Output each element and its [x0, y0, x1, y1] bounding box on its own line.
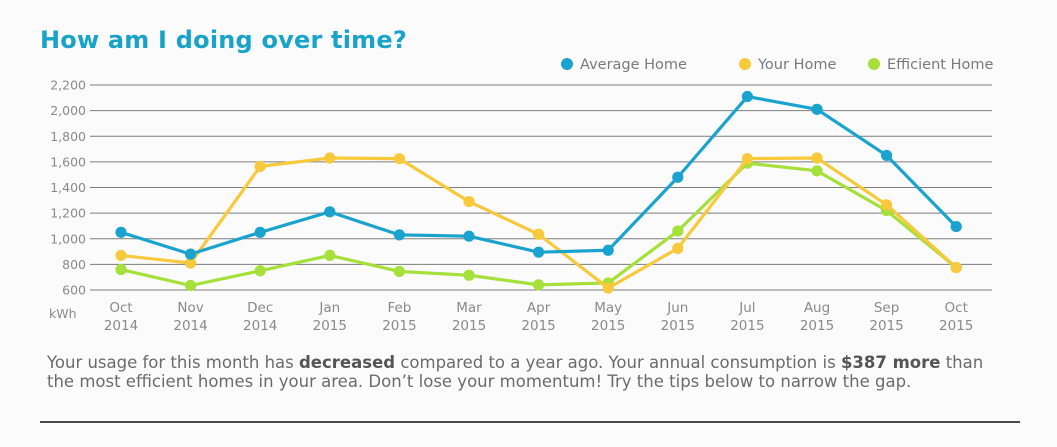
series-0-point-4 — [393, 229, 405, 241]
series-2-point-3 — [324, 249, 336, 262]
legend-label-0: Average Home — [580, 57, 687, 73]
series-0-point-7 — [602, 244, 614, 256]
x-tick-month-2: Dec — [247, 300, 273, 316]
series-2-point-4 — [393, 265, 405, 278]
series-1-point-0 — [115, 249, 127, 262]
x-tick-month-6: Apr — [527, 300, 551, 316]
chart-title: How am I doing over time? — [40, 26, 407, 54]
x-tick-year-0: 2014 — [104, 318, 138, 334]
y-axis-label: kWh — [49, 306, 77, 321]
y-tick-label-1400: 1,400 — [50, 180, 86, 195]
series-1-point-2 — [254, 160, 266, 172]
y-tick-label-1000: 1,000 — [50, 231, 86, 246]
y-tick-label-1800: 1,800 — [50, 129, 86, 144]
y-tick-label-2200: 2,200 — [50, 78, 86, 93]
series-1-point-9 — [741, 153, 754, 165]
series-0-point-12 — [950, 220, 962, 233]
series-0-point-3 — [324, 206, 336, 218]
summary-part1: Your usage for this month has — [47, 353, 299, 372]
chart-series — [115, 90, 962, 294]
x-tick-month-10: Aug — [804, 300, 830, 316]
summary-bold-amount: $387 more — [840, 353, 941, 372]
x-tick-year-7: 2015 — [591, 318, 625, 334]
x-tick-month-11: Sep — [874, 300, 899, 316]
series-1-point-12 — [950, 261, 962, 274]
legend-label-2: Efficient Home — [887, 57, 993, 73]
x-tick-month-12: Oct — [945, 300, 968, 316]
series-1-point-8 — [672, 242, 684, 254]
y-tick-label-800: 800 — [62, 257, 86, 272]
usage-summary-text: Your usage for this month has decreased … — [47, 353, 1007, 391]
y-tick-label-1200: 1,200 — [50, 206, 86, 221]
series-2-point-0 — [115, 263, 127, 276]
summary-part2: compared to a year ago. Your annual cons… — [395, 353, 841, 372]
y-tick-label-1600: 1,600 — [50, 154, 86, 169]
x-tick-year-12: 2015 — [939, 318, 973, 334]
summary-part3: than the most efficient homes in your ar… — [47, 353, 984, 391]
series-1-point-11 — [881, 199, 893, 211]
series-1-point-5 — [463, 195, 475, 208]
x-tick-month-0: Oct — [109, 300, 132, 316]
x-tick-year-10: 2015 — [800, 318, 834, 334]
series-0-point-11 — [881, 149, 893, 162]
series-0-point-0 — [115, 226, 127, 238]
series-2-point-8 — [672, 225, 684, 237]
legend-swatch-1 — [739, 58, 751, 70]
x-tick-year-3: 2015 — [313, 318, 347, 334]
series-line-2 — [119, 161, 958, 288]
series-2-point-2 — [254, 265, 266, 277]
bottom-divider — [40, 421, 1020, 423]
x-axis-ticks: Oct 2014 Nov 2014 Dec 2014 Jan 2015 Feb 2015 Mar 20… — [104, 300, 974, 334]
x-tick-month-1: Nov — [177, 300, 203, 316]
x-tick-year-8: 2015 — [661, 318, 695, 334]
series-2-point-10 — [811, 165, 823, 177]
series-0-point-9 — [741, 90, 754, 103]
series-1-point-6 — [533, 228, 545, 240]
series-1-point-1 — [185, 257, 197, 269]
series-0-point-6 — [533, 246, 545, 258]
x-tick-month-4: Feb — [387, 300, 411, 316]
series-0-point-10 — [811, 103, 823, 115]
x-tick-month-7: May — [594, 300, 622, 316]
x-tick-year-1: 2014 — [173, 318, 207, 334]
x-tick-year-11: 2015 — [869, 318, 903, 334]
series-0-point-8 — [672, 171, 684, 183]
x-tick-month-8: Jun — [666, 300, 688, 316]
series-0-point-2 — [254, 226, 266, 238]
x-tick-year-9: 2015 — [730, 318, 764, 334]
series-2-point-6 — [533, 279, 545, 291]
series-0-point-1 — [185, 248, 197, 260]
summary-bold-decreased: decreased — [299, 353, 396, 372]
x-tick-year-6: 2015 — [521, 318, 555, 334]
x-tick-year-4: 2015 — [382, 318, 416, 334]
series-2-point-1 — [185, 279, 197, 292]
y-tick-label-600: 600 — [62, 283, 86, 298]
chart-legend: Average Home Your Home Efficient Home — [561, 57, 993, 73]
x-tick-year-2: 2014 — [243, 318, 277, 334]
x-tick-month-3: Jan — [318, 300, 340, 316]
usage-line-chart: Average Home Your Home Efficient Home 600 8… — [49, 57, 993, 334]
x-tick-month-5: Mar — [456, 300, 482, 316]
legend-label-1: Your Home — [757, 57, 836, 73]
series-1-point-7 — [602, 282, 614, 294]
y-axis-ticks: 600 800 1,000 1,200 1,400 1,600 1,800 2,000 2,20… — [50, 78, 86, 298]
legend-swatch-2 — [868, 58, 880, 70]
series-1-point-4 — [393, 153, 405, 165]
series-1-point-10 — [811, 152, 823, 164]
series-2-point-5 — [463, 269, 475, 281]
x-tick-year-5: 2015 — [452, 318, 486, 334]
y-tick-label-2000: 2,000 — [50, 103, 86, 118]
chart-gridlines — [90, 84, 992, 291]
x-tick-month-9: Jul — [738, 300, 755, 316]
legend-swatch-0 — [561, 58, 573, 70]
series-1-point-3 — [324, 152, 336, 164]
series-0-point-5 — [463, 230, 475, 242]
